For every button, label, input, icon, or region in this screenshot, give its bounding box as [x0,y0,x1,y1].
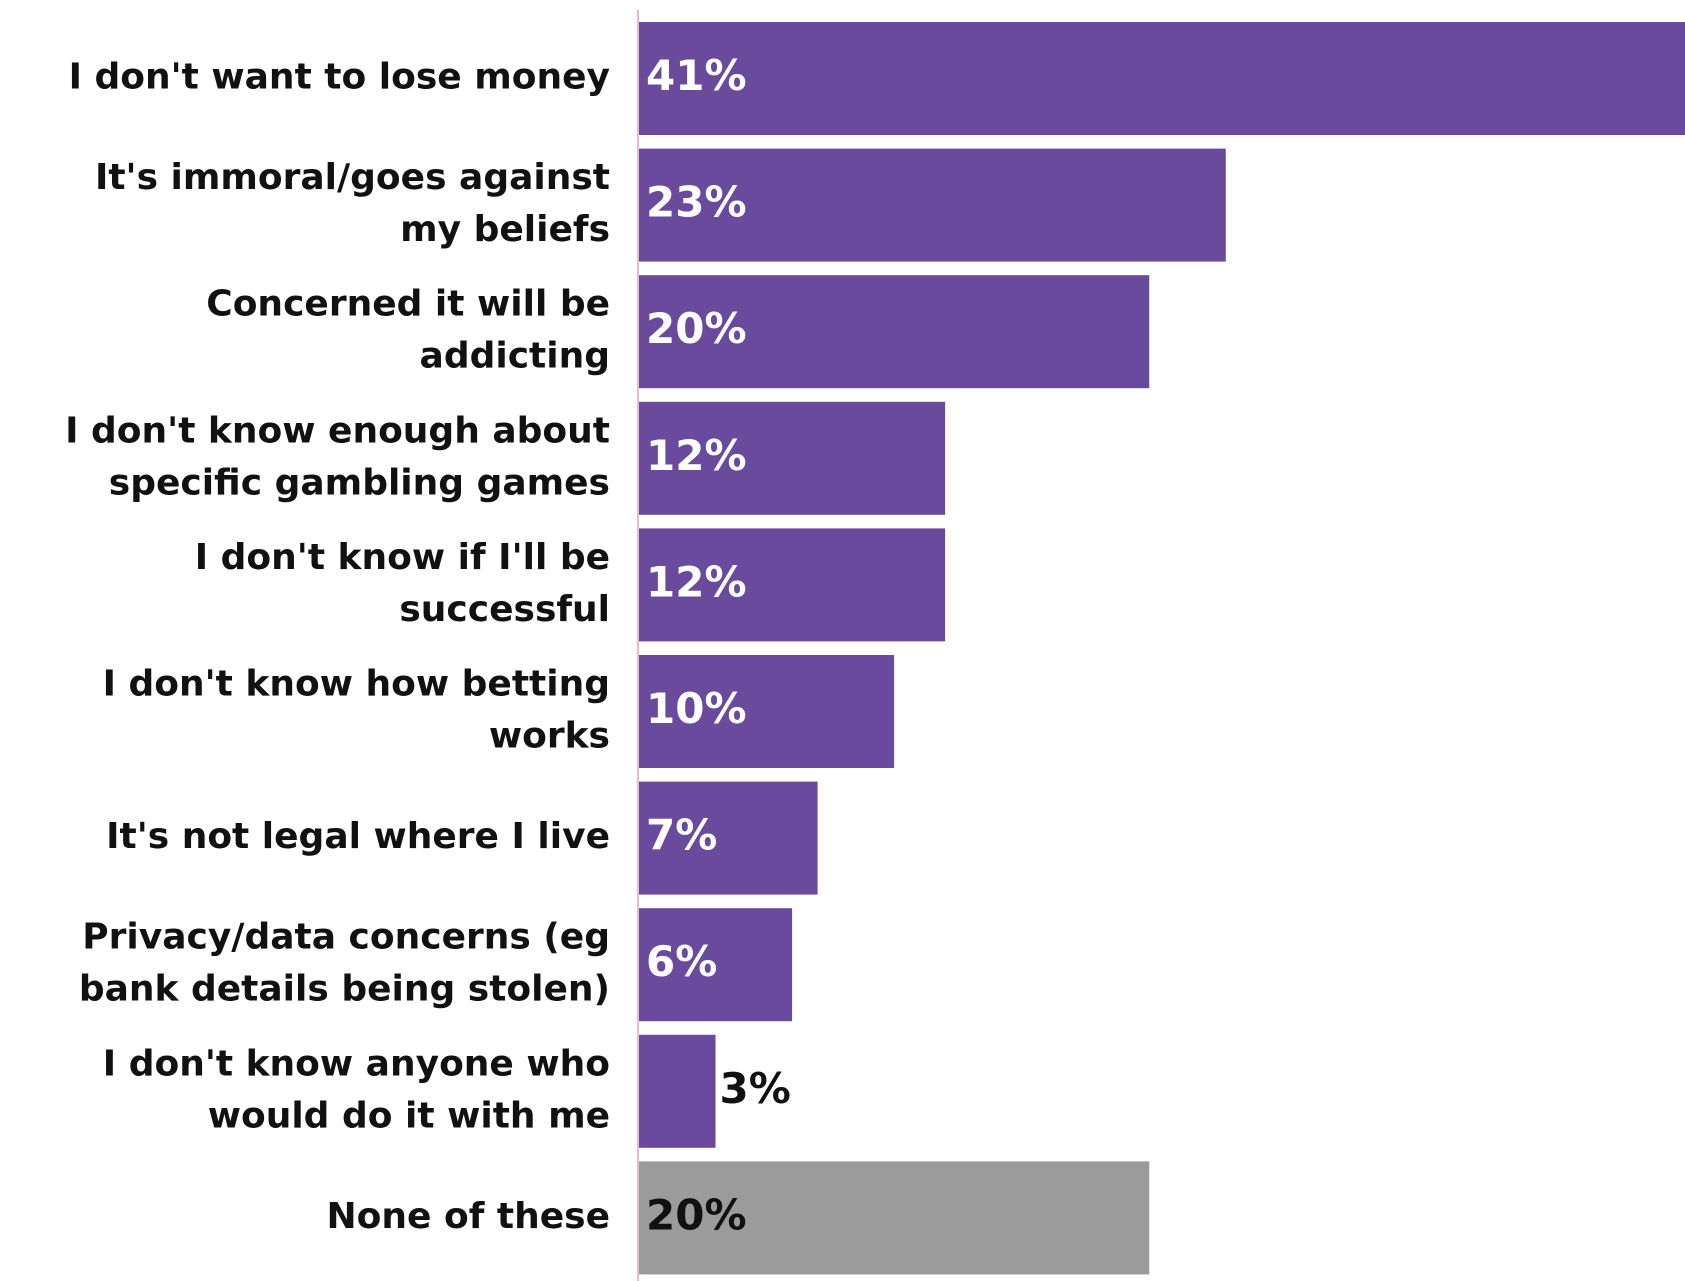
category-label-line: I don't know how betting [103,664,610,705]
value-label-8: 6% [646,937,717,986]
bar-7 [639,781,818,895]
category-label-4: I don't know enough about specific gambli… [65,410,610,503]
bar-8 [639,908,793,1022]
category-label-line: addicting [420,336,610,377]
category-label-line: I don't know anyone who [103,1043,610,1084]
category-label-line: It's immoral/goes against [95,157,610,198]
bars-layer [639,22,1685,1275]
value-label-7: 7% [646,811,717,860]
category-label-line: Concerned it will be [206,284,610,325]
category-label-line: I don't want to lose money [69,57,610,98]
value-label-3: 20% [646,304,747,353]
value-label-4: 12% [646,431,747,480]
category-label-5: I don't know if I'll be successful [195,537,610,630]
category-label-line: would do it with me [208,1095,610,1136]
category-label-8: Privacy/data concerns (eg bank details be… [79,917,610,1010]
value-label-1: 41% [646,51,747,100]
value-label-10: 20% [646,1190,747,1239]
bar-4 [639,401,946,515]
category-label-line: Privacy/data concerns (eg [82,917,610,958]
category-label-1: I don't want to lose money [69,57,610,98]
bar-6 [639,655,895,768]
value-labels-layer: 41% 23% 20% 12% 12% 10% 7% 6% 3% 20% [646,51,791,1239]
bar-9 [639,1034,716,1148]
category-label-7: It's not legal where I live [106,816,610,857]
value-label-6: 10% [646,684,747,733]
bar-3 [639,275,1150,389]
category-label-line: successful [399,589,610,630]
category-label-line: bank details being stolen) [79,969,610,1010]
category-label-line: my beliefs [400,209,610,250]
category-label-9: I don't know anyone who would do it with … [103,1043,610,1136]
category-label-2: It's immoral/goes against my beliefs [95,157,610,250]
category-label-line: specific gambling games [109,462,610,503]
bar-1 [639,22,1685,135]
category-label-line: None of these [327,1196,610,1237]
value-label-2: 23% [646,178,747,227]
category-label-line: works [489,716,610,757]
value-label-9: 3% [720,1064,791,1113]
category-labels-layer: I don't want to lose money It's immoral/g… [65,57,610,1237]
bar-2 [639,148,1226,262]
bar-10 [639,1161,1150,1275]
category-label-line: I don't know if I'll be [195,537,610,578]
bar-5 [639,528,946,642]
value-label-5: 12% [646,557,747,606]
category-label-6: I don't know how betting works [103,664,610,757]
category-label-10: None of these [327,1196,610,1237]
category-label-line: It's not legal where I live [106,816,610,857]
category-label-line: I don't know enough about [65,410,610,451]
category-label-3: Concerned it will be addicting [206,284,610,377]
